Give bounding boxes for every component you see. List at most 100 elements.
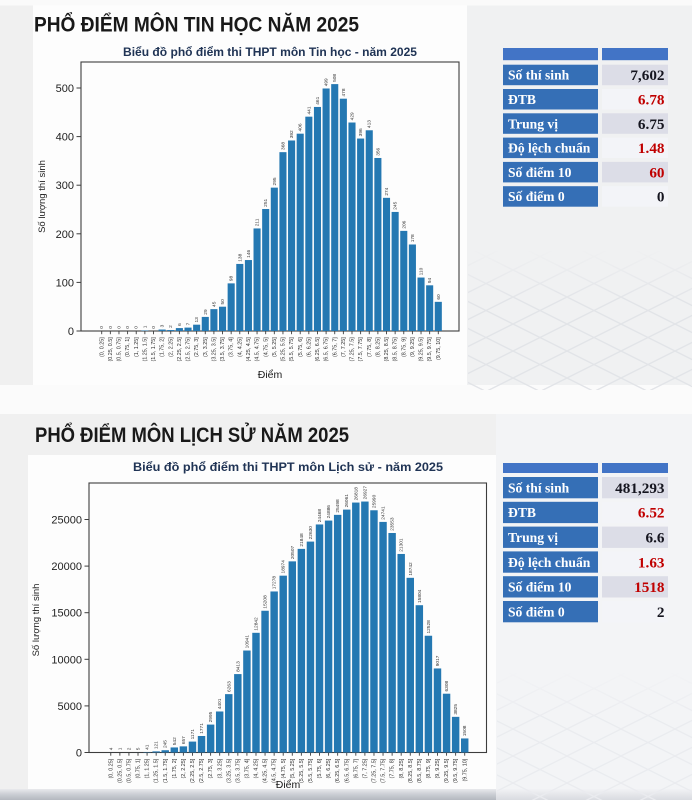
svg-text:25990: 25990 (371, 494, 377, 508)
svg-text:(0.5, 0.75]: (0.5, 0.75] (127, 758, 133, 783)
svg-text:396: 396 (358, 128, 364, 136)
svg-text:25498: 25498 (335, 499, 341, 513)
svg-text:Số lượng thí sinh: Số lượng thí sinh (31, 584, 42, 657)
svg-text:PHỔ ĐIỂM MÔN TIN HỌC NĂM 2025: PHỔ ĐIỂM MÔN TIN HỌC NĂM 2025 (34, 12, 359, 37)
svg-text:(2, 2.25]: (2, 2.25] (181, 758, 187, 778)
svg-text:18742: 18742 (408, 562, 414, 576)
svg-text:26927: 26927 (362, 486, 368, 500)
svg-text:(7.25, 7.5]: (7.25, 7.5] (350, 337, 356, 362)
svg-text:94: 94 (427, 277, 433, 283)
svg-text:413: 413 (367, 120, 373, 128)
svg-text:(3.75, 4]: (3.75, 4] (229, 337, 235, 357)
svg-text:(4.25, 4.5]: (4.25, 4.5] (246, 337, 252, 362)
svg-text:(5.75, 6]: (5.75, 6] (317, 758, 323, 778)
svg-text:6.6: 6.6 (646, 529, 665, 546)
svg-text:(9.5, 9.75]: (9.5, 9.75] (453, 758, 459, 783)
svg-text:(0.75, 1]: (0.75, 1] (136, 758, 142, 778)
svg-text:24741: 24741 (381, 506, 387, 520)
svg-text:(4, 4.25]: (4, 4.25] (254, 758, 260, 778)
svg-text:(4.5, 4.75]: (4.5, 4.75] (255, 337, 261, 362)
svg-text:2: 2 (126, 747, 132, 750)
svg-text:0: 0 (68, 326, 74, 338)
svg-text:Số thí sinh: Số thí sinh (508, 480, 570, 495)
svg-text:45: 45 (211, 301, 217, 307)
svg-text:Số điểm 10: Số điểm 10 (508, 165, 572, 180)
svg-text:429: 429 (349, 112, 355, 120)
svg-text:6.75: 6.75 (638, 116, 665, 133)
svg-text:(9.75, 10]: (9.75, 10] (436, 337, 442, 360)
svg-text:(8, 8.25]: (8, 8.25] (399, 758, 405, 778)
svg-text:23553: 23553 (390, 517, 396, 531)
svg-text:(2.5, 2.75]: (2.5, 2.75] (186, 337, 192, 362)
svg-text:12528: 12528 (426, 620, 432, 634)
svg-text:4: 4 (108, 747, 114, 750)
svg-text:(0, 0.25]: (0, 0.25] (99, 337, 105, 357)
svg-text:(9, 9.25]: (9, 9.25] (435, 758, 441, 778)
svg-text:(3, 3.25]: (3, 3.25] (203, 337, 209, 357)
svg-text:60: 60 (649, 164, 665, 181)
svg-text:(2, 2.25]: (2, 2.25] (168, 337, 174, 357)
svg-text:2: 2 (657, 604, 665, 621)
svg-text:(5.5, 5.75]: (5.5, 5.75] (308, 758, 314, 783)
svg-text:13: 13 (194, 317, 200, 323)
svg-text:110: 110 (419, 267, 425, 275)
svg-text:PHỔ ĐIỂM MÔN LỊCH SỬ NĂM 2025: PHỔ ĐIỂM MÔN LỊCH SỬ NĂM 2025 (35, 422, 349, 447)
svg-text:Biểu đồ phổ điểm thi THPT môn: Biểu đồ phổ điểm thi THPT môn Lịch sử - … (133, 460, 443, 474)
svg-text:(1, 1.25]: (1, 1.25] (134, 337, 140, 357)
svg-text:(0.25, 0.5]: (0.25, 0.5] (108, 337, 114, 362)
svg-text:(0.25, 0.5]: (0.25, 0.5] (117, 758, 123, 783)
svg-text:Trung vị: Trung vị (508, 530, 558, 545)
svg-text:2: 2 (168, 325, 174, 328)
svg-text:1: 1 (142, 325, 148, 328)
svg-text:211: 211 (255, 218, 261, 226)
svg-text:Độ lệch chuẩn: Độ lệch chuẩn (508, 141, 591, 156)
svg-text:(8.25, 8.5]: (8.25, 8.5] (408, 758, 414, 783)
svg-text:406: 406 (298, 123, 304, 131)
svg-text:(7, 7.25]: (7, 7.25] (341, 337, 347, 357)
svg-text:1508: 1508 (462, 725, 468, 736)
svg-text:0: 0 (76, 748, 82, 760)
svg-text:(3.75, 4]: (3.75, 4] (245, 758, 251, 778)
svg-text:(1.25, 1.5]: (1.25, 1.5] (142, 337, 148, 362)
svg-text:(8.5, 8.75]: (8.5, 8.75] (393, 337, 399, 362)
svg-text:3825: 3825 (453, 704, 459, 715)
svg-text:25000: 25000 (51, 515, 82, 527)
svg-text:(2.25, 2.5]: (2.25, 2.5] (190, 758, 196, 783)
svg-text:(8.75, 9]: (8.75, 9] (426, 758, 432, 778)
svg-text:(6.5, 6.75]: (6.5, 6.75] (344, 758, 350, 783)
svg-text:(3.5, 3.75]: (3.5, 3.75] (235, 758, 241, 783)
svg-text:(0.5, 0.75]: (0.5, 0.75] (117, 337, 123, 362)
svg-text:274: 274 (384, 187, 390, 195)
svg-text:0: 0 (134, 326, 140, 329)
svg-text:481,293: 481,293 (615, 480, 665, 497)
svg-text:15208: 15208 (263, 595, 269, 609)
svg-text:1.63: 1.63 (638, 554, 665, 571)
svg-text:Trung vị: Trung vị (508, 116, 558, 131)
svg-text:50: 50 (220, 299, 226, 305)
svg-text:18974: 18974 (281, 560, 287, 574)
svg-text:3: 3 (160, 324, 166, 327)
svg-text:(9.5, 9.75]: (9.5, 9.75] (427, 337, 433, 362)
svg-text:(4.25, 4.5]: (4.25, 4.5] (263, 758, 269, 783)
svg-text:17278: 17278 (272, 576, 278, 590)
svg-text:(5.25, 5.5]: (5.25, 5.5] (281, 337, 287, 362)
svg-text:(7.75, 8]: (7.75, 8] (390, 758, 396, 778)
svg-text:1518: 1518 (634, 579, 665, 596)
svg-text:6.52: 6.52 (638, 505, 665, 522)
svg-text:15804: 15804 (417, 589, 423, 603)
svg-text:98: 98 (229, 276, 235, 282)
svg-text:0: 0 (151, 326, 157, 329)
svg-text:178: 178 (410, 234, 416, 242)
svg-text:200: 200 (56, 229, 74, 241)
svg-text:(8.5, 8.75]: (8.5, 8.75] (417, 758, 423, 783)
svg-text:206: 206 (401, 220, 407, 228)
svg-text:21301: 21301 (399, 538, 405, 552)
svg-text:478: 478 (341, 88, 347, 96)
svg-text:(6, 6.25]: (6, 6.25] (306, 337, 312, 357)
svg-text:(8.75, 9]: (8.75, 9] (401, 337, 407, 357)
svg-text:(2.75, 3]: (2.75, 3] (208, 758, 214, 778)
svg-text:29: 29 (203, 309, 209, 315)
svg-text:(5.75, 6]: (5.75, 6] (298, 337, 304, 357)
svg-text:(1, 1.25]: (1, 1.25] (145, 758, 151, 778)
svg-text:461: 461 (315, 96, 321, 104)
